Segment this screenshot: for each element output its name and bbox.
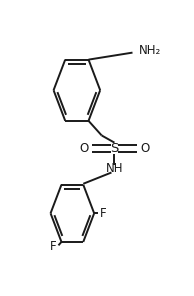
Text: NH: NH [106, 162, 123, 175]
Text: F: F [50, 240, 56, 253]
Text: NH₂: NH₂ [139, 44, 161, 57]
Text: F: F [100, 207, 107, 220]
Text: O: O [79, 142, 88, 155]
Text: O: O [141, 142, 150, 155]
Text: S: S [110, 142, 119, 155]
